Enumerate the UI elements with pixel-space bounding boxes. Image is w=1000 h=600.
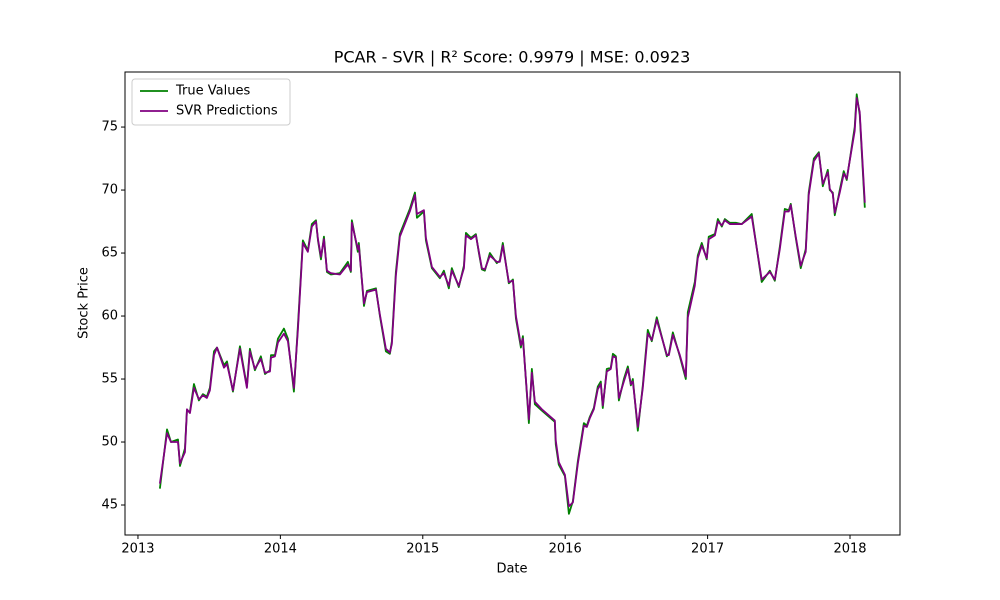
y-tick-label: 60 [101,309,118,324]
x-axis-label: Date [496,562,527,577]
legend-label: True Values [175,84,250,99]
series-line [158,93,866,515]
y-axis-label: Stock Price [77,267,92,339]
legend-label: SVR Predictions [176,104,278,119]
chart-title: PCAR - SVR | R² Score: 0.9979 | MSE: 0.0… [334,48,691,67]
series-line [158,97,866,508]
x-tick-label: 2018 [833,542,866,557]
y-tick-label: 55 [101,372,118,387]
x-tick-label: 2017 [691,542,724,557]
y-tick-label: 70 [101,183,118,198]
x-tick-label: 2015 [406,542,439,557]
x-tick-label: 2016 [549,542,582,557]
legend-box [131,78,291,126]
y-tick-label: 50 [101,435,118,450]
y-tick-label: 65 [101,246,118,261]
x-tick-label: 2014 [264,542,297,557]
x-tick-label: 2013 [121,542,154,557]
plot-frame [124,71,901,536]
y-tick-label: 75 [101,120,118,135]
y-tick-label: 45 [101,498,118,513]
legend: True Values SVR Predictions [131,78,291,126]
